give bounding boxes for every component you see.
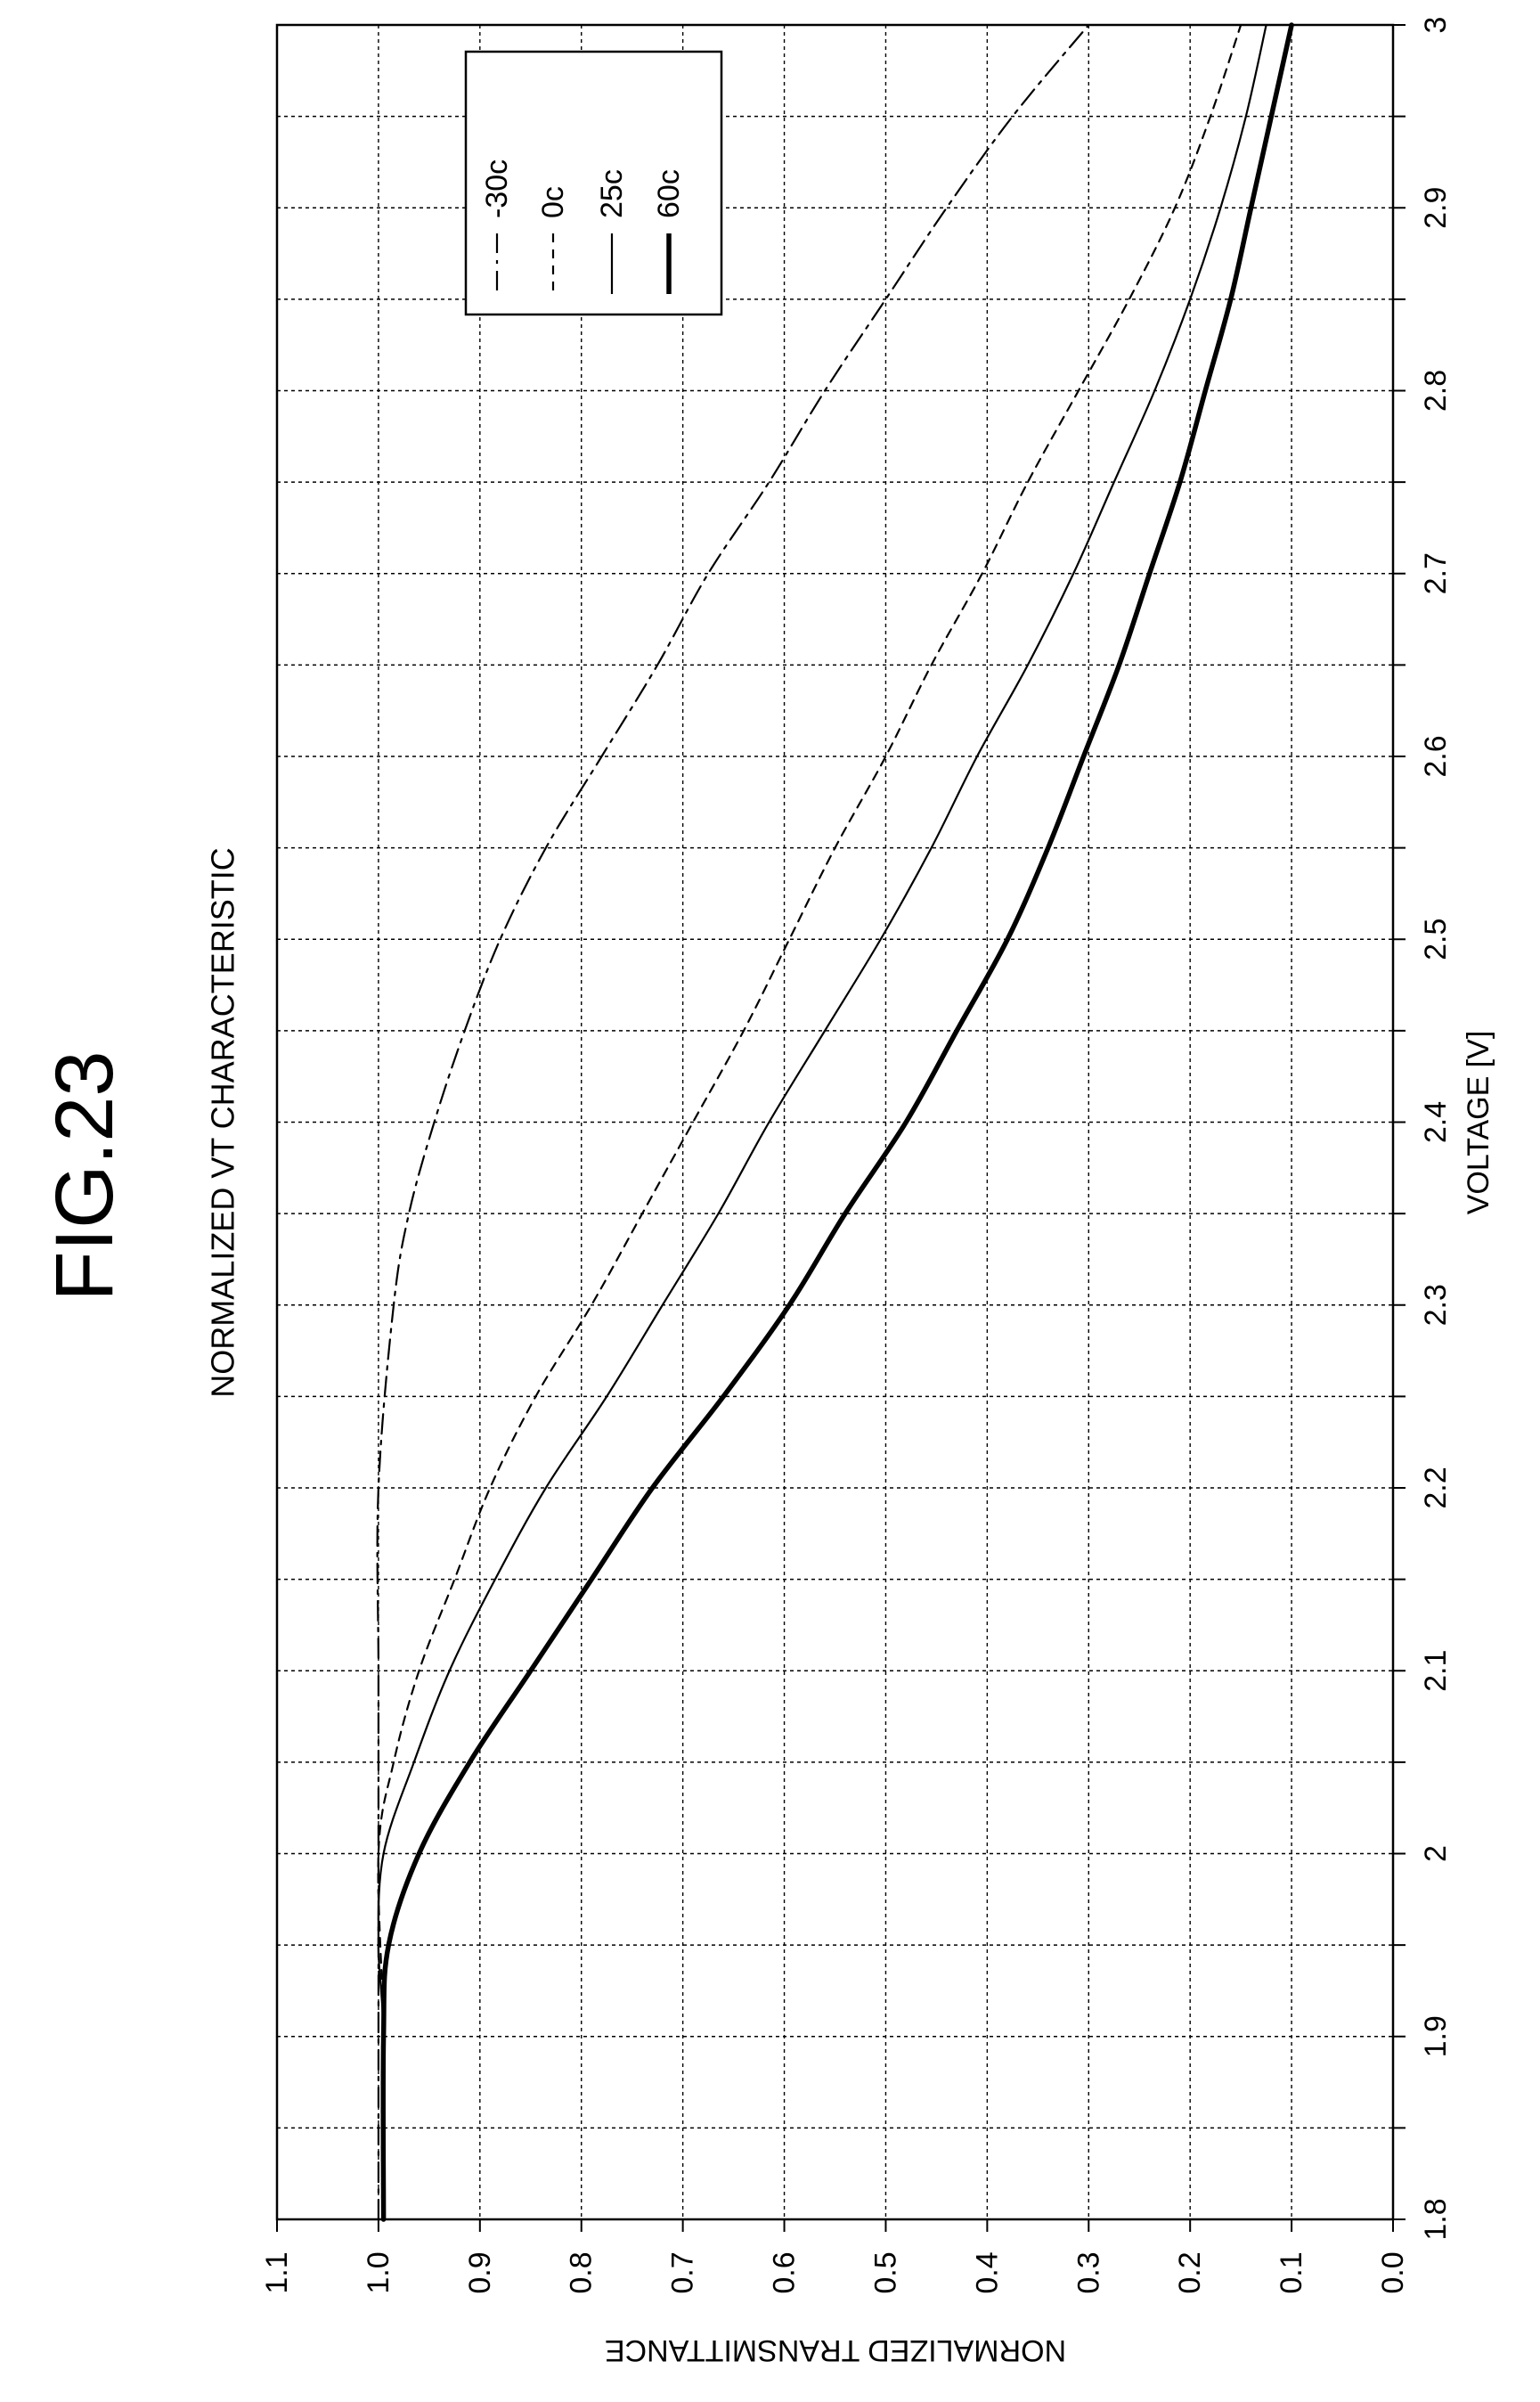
x-tick-label: 2.4 (1419, 1101, 1453, 1143)
y-tick-label: 0.3 (1071, 2251, 1105, 2293)
legend-label-25c: 25c (595, 169, 629, 218)
y-tick-labels: 0.0 0.1 0.2 0.3 0.4 0.5 0.6 0.7 0.8 0.9 1.0 1.1 (260, 2251, 1410, 2293)
y-axis-title: NORMALIZED TRANSMITTANCE (605, 2333, 1066, 2367)
series-layer (376, 22, 1294, 2222)
y-tick-label: 0.9 (463, 2251, 497, 2293)
legend-label--30c: -30c (480, 159, 514, 218)
legend-label-60c: 60c (652, 169, 686, 218)
series-line--30c (376, 23, 1090, 2221)
x-axis-title: VOLTAGE [V] (1462, 1031, 1495, 1215)
x-tick-label: 2.5 (1419, 919, 1453, 960)
x-tick-label: 2 (1419, 1845, 1453, 1862)
x-tick-label: 2.6 (1419, 735, 1453, 777)
y-tick-label: 0.8 (565, 2251, 599, 2293)
legend-box (464, 50, 723, 316)
y-tick-label: 0.0 (1376, 2251, 1410, 2293)
y-tick-label: 0.1 (1275, 2251, 1308, 2293)
x-tick-labels: 1.8 1.9 2 2.1 2.2 2.3 2.4 2.5 2.6 2.7 2.8 2.9 3 (1419, 17, 1453, 2241)
x-tick-label: 2.8 (1419, 370, 1453, 412)
series-line-25c (377, 23, 1267, 2221)
chart-title: NORMALIZED VT CHARACTERISTIC (205, 847, 241, 1397)
x-tick-label: 2.3 (1419, 1284, 1453, 1326)
legend: -30c 0c 25c 60c (464, 50, 723, 316)
x-tick-label: 3 (1419, 17, 1453, 34)
x-tick-label: 2.7 (1419, 552, 1453, 594)
x-tick-label: 2.1 (1419, 1650, 1453, 1692)
y-tick-label: 0.4 (970, 2251, 1004, 2293)
y-tick-label: 0.6 (768, 2251, 802, 2293)
y-tick-label: 1.0 (362, 2251, 395, 2293)
tick-marks (276, 24, 1406, 2232)
x-tick-label: 2.9 (1419, 187, 1453, 229)
y-tick-label: 0.2 (1173, 2251, 1207, 2293)
series-line-60c (380, 22, 1294, 2222)
y-tick-label: 0.7 (666, 2251, 700, 2293)
y-tick-label: 1.1 (260, 2251, 294, 2293)
y-tick-label: 0.5 (868, 2251, 902, 2293)
figure-title: FIG.23 (39, 1050, 130, 1301)
x-tick-label: 1.9 (1419, 2015, 1453, 2057)
x-tick-label: 2.2 (1419, 1467, 1453, 1508)
x-tick-label: 1.8 (1419, 2198, 1453, 2240)
legend-label-0c: 0c (536, 186, 570, 218)
gridlines (277, 25, 1393, 2219)
series-line-0c (377, 23, 1243, 2221)
